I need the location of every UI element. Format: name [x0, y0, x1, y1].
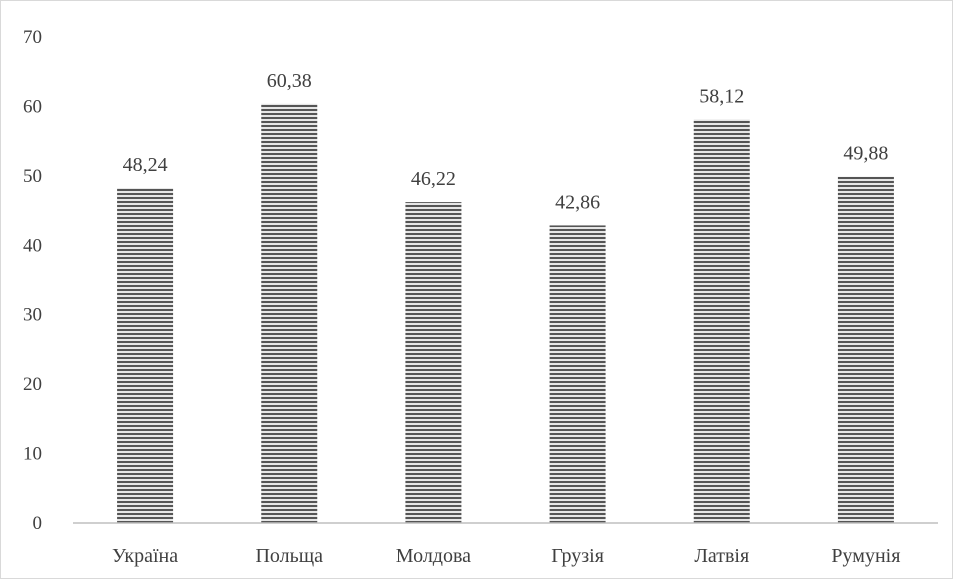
- data-labels: 48,24 60,38 46,22 42,86 58,12 49,88: [123, 70, 889, 214]
- y-tick-label: 70: [23, 27, 42, 48]
- y-tick-label: 40: [23, 235, 42, 256]
- bar: [117, 188, 174, 523]
- bar: [693, 119, 750, 523]
- x-category-label: Польща: [255, 545, 323, 567]
- bar-data-label: 48,24: [123, 154, 168, 176]
- bar-data-label: 60,38: [267, 70, 312, 92]
- bar-data-label: 58,12: [699, 85, 744, 107]
- bar-data-label: 49,88: [843, 143, 888, 165]
- bar: [261, 103, 318, 523]
- x-category-label: Україна: [112, 545, 178, 567]
- bar-data-label: 46,22: [411, 168, 456, 190]
- y-tick-label: 50: [23, 166, 42, 187]
- x-category-label: Грузія: [551, 545, 604, 567]
- y-tick-label: 20: [23, 374, 42, 395]
- y-axis-tick-labels: 0 10 20 30 40 50 60 70: [23, 27, 42, 534]
- y-tick-label: 10: [23, 444, 42, 465]
- x-category-label: Румунія: [831, 545, 900, 567]
- y-tick-label: 30: [23, 305, 42, 326]
- x-category-label: Латвія: [694, 545, 749, 567]
- bar: [405, 202, 462, 523]
- bar-data-label: 42,86: [555, 191, 600, 213]
- bars: [117, 103, 894, 523]
- y-tick-label: 0: [33, 513, 43, 534]
- bar: [549, 225, 606, 523]
- x-category-label: Молдова: [396, 545, 471, 567]
- bar: [837, 176, 894, 523]
- y-tick-label: 60: [23, 96, 42, 117]
- x-axis-category-labels: Україна Польща Молдова Грузія Латвія Румунія: [112, 545, 900, 567]
